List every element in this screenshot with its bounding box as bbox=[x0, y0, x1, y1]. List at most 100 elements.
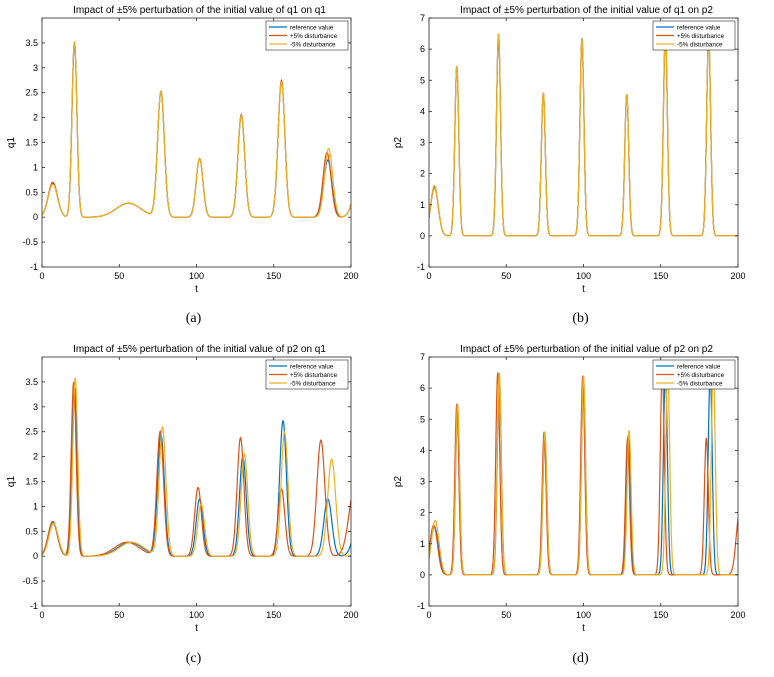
chart-svg-a: 0 50 100 150 200 -1 -0.5 0 0.5 1 1.5 2 2.5 3 3.5 Impact… bbox=[6, 5, 359, 295]
y-tick-label: 2 bbox=[33, 113, 38, 123]
x-tick-label: 0 bbox=[426, 610, 431, 620]
y-tick-label: 0 bbox=[33, 551, 38, 561]
y-tick-label: 6 bbox=[420, 44, 425, 54]
axes-box bbox=[41, 356, 352, 607]
chart-title: Impact of ±5% perturbation of the initia… bbox=[73, 344, 326, 355]
x-tick-label: 50 bbox=[501, 610, 511, 620]
x-tick-label: 100 bbox=[576, 610, 591, 620]
y-tick-label: 0.5 bbox=[25, 526, 38, 536]
y-axis-label: q1 bbox=[6, 137, 17, 149]
y-tick-label: 5 bbox=[420, 414, 425, 424]
series-line-minus bbox=[42, 41, 351, 218]
y-tick-label: 1.5 bbox=[25, 477, 38, 487]
y-tick-label: 2.5 bbox=[25, 88, 38, 98]
y-axis-label: q1 bbox=[6, 476, 17, 488]
x-tick-label: 200 bbox=[730, 610, 745, 620]
y-axis-label: p2 bbox=[393, 476, 404, 488]
legend-label-reference: reference value bbox=[290, 24, 334, 31]
y-tick-label: 4 bbox=[420, 106, 425, 116]
x-tick-label: 0 bbox=[39, 271, 44, 281]
chart-title: Impact of ±5% perturbation of the initia… bbox=[460, 344, 713, 355]
axes-box bbox=[41, 17, 352, 268]
y-tick-label: 0 bbox=[420, 231, 425, 241]
x-tick-label: 150 bbox=[266, 610, 281, 620]
x-tick-label: 150 bbox=[266, 271, 281, 281]
y-tick-label: 0 bbox=[33, 212, 38, 222]
y-axis-label: p2 bbox=[393, 137, 404, 149]
y-tick-label: 3 bbox=[33, 402, 38, 412]
legend-label-reference: reference value bbox=[677, 363, 721, 370]
x-tick-label: 200 bbox=[730, 271, 745, 281]
x-tick-label: 0 bbox=[39, 610, 44, 620]
chart-svg-c: 0 50 100 150 200 -1 -0.5 0 0.5 1 1.5 2 2.5 3 3.5 Impact… bbox=[6, 344, 359, 634]
x-axis-label: t bbox=[195, 623, 198, 634]
series-line-minus bbox=[429, 369, 738, 576]
legend-label-minus: -5% disturbance bbox=[677, 41, 723, 48]
legend-label-plus: +5% disturbance bbox=[290, 33, 338, 40]
series-line-plus bbox=[429, 369, 738, 576]
y-tick-label: 3 bbox=[33, 63, 38, 73]
x-tick-label: 50 bbox=[114, 610, 124, 620]
y-tick-label: 2 bbox=[420, 508, 425, 518]
x-axis-label: t bbox=[582, 623, 585, 634]
y-tick-label: 1 bbox=[33, 162, 38, 172]
chart-title: Impact of ±5% perturbation of the initia… bbox=[73, 5, 326, 16]
y-tick-label: 4 bbox=[420, 445, 425, 455]
y-tick-label: 5 bbox=[420, 75, 425, 85]
y-tick-label: 0 bbox=[420, 570, 425, 580]
legend-label-reference: reference value bbox=[677, 24, 721, 31]
chart-title: Impact of ±5% perturbation of the initia… bbox=[460, 5, 713, 16]
y-tick-label: 3 bbox=[420, 138, 425, 148]
legend-label-plus: +5% disturbance bbox=[677, 33, 725, 40]
x-tick-label: 100 bbox=[576, 271, 591, 281]
y-tick-label: 6 bbox=[420, 383, 425, 393]
series-line-minus bbox=[429, 33, 738, 237]
y-tick-label: 3.5 bbox=[25, 377, 38, 387]
x-axis-label: t bbox=[195, 284, 198, 295]
chart-panel-a: 0 50 100 150 200 -1 -0.5 0 0.5 1 1.5 2 2.5 3 3.5 Impact… bbox=[0, 0, 387, 338]
x-tick-label: 50 bbox=[114, 271, 124, 281]
series-line-plus bbox=[42, 41, 351, 218]
y-tick-label: 7 bbox=[420, 13, 425, 23]
x-tick-label: 150 bbox=[653, 610, 668, 620]
series-line-minus bbox=[42, 377, 351, 557]
y-tick-label: -1 bbox=[417, 262, 425, 272]
y-tick-label: 2 bbox=[420, 169, 425, 179]
y-tick-label: 2.5 bbox=[25, 427, 38, 437]
legend-label-minus: -5% disturbance bbox=[290, 380, 336, 387]
y-tick-label: 1.5 bbox=[25, 138, 38, 148]
x-tick-label: 200 bbox=[343, 610, 358, 620]
legend-label-plus: +5% disturbance bbox=[677, 372, 725, 379]
y-tick-label: -0.5 bbox=[22, 576, 38, 586]
axes-box bbox=[428, 17, 739, 268]
y-tick-label: -0.5 bbox=[22, 237, 38, 247]
y-tick-label: 1 bbox=[420, 200, 425, 210]
panel-label-d: (d) bbox=[572, 651, 589, 666]
chart-panel-d: 0 50 100 150 200 -1 0 1 2 3 4 5 6 7 Impact of ±5% pert… bbox=[387, 339, 774, 677]
x-tick-label: 0 bbox=[426, 271, 431, 281]
y-tick-label: -1 bbox=[30, 601, 38, 611]
legend-label-minus: -5% disturbance bbox=[677, 380, 723, 387]
legend-label-minus: -5% disturbance bbox=[290, 41, 336, 48]
y-tick-label: 1 bbox=[33, 501, 38, 511]
y-tick-label: 3 bbox=[420, 477, 425, 487]
panel-label-b: (b) bbox=[572, 311, 589, 326]
chart-panel-c: 0 50 100 150 200 -1 -0.5 0 0.5 1 1.5 2 2.5 3 3.5 Impact… bbox=[0, 339, 387, 677]
legend-label-plus: +5% disturbance bbox=[290, 372, 338, 379]
y-tick-label: 7 bbox=[420, 352, 425, 362]
chart-panel-b: 0 50 100 150 200 -1 0 1 2 3 4 5 6 7 Impact of ±5% pert… bbox=[387, 0, 774, 338]
y-tick-label: -1 bbox=[30, 262, 38, 272]
legend-label-reference: reference value bbox=[290, 363, 334, 370]
panel-label-a: (a) bbox=[185, 311, 202, 326]
series-line-reference bbox=[42, 41, 351, 218]
y-tick-label: 1 bbox=[420, 539, 425, 549]
x-tick-label: 150 bbox=[653, 271, 668, 281]
x-tick-label: 100 bbox=[189, 610, 204, 620]
y-tick-label: 3.5 bbox=[25, 38, 38, 48]
panel-label-c: (c) bbox=[185, 651, 202, 666]
x-tick-label: 100 bbox=[189, 271, 204, 281]
y-tick-label: 0.5 bbox=[25, 187, 38, 197]
series-line-plus bbox=[42, 381, 351, 557]
